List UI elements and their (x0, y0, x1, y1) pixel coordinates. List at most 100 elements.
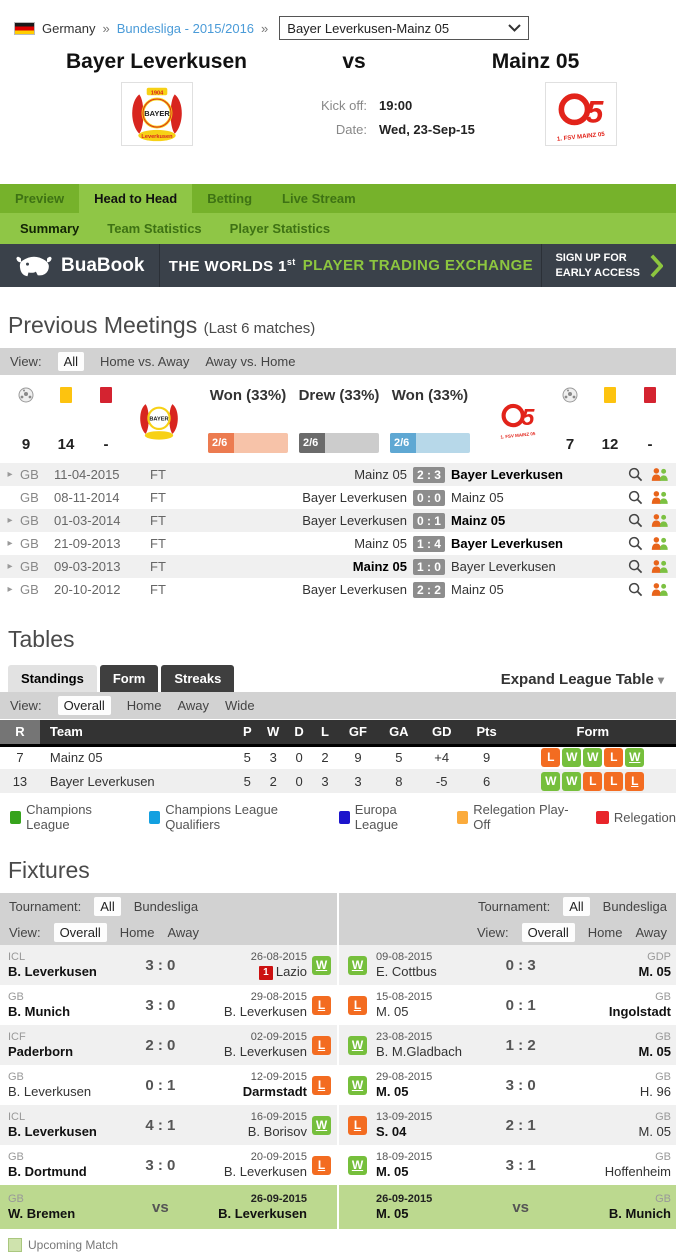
standings-row[interactable]: 13 Bayer Leverkusen 5 2 0 3 3 8 -5 6 W W L L L (0, 769, 676, 793)
subtab-summary[interactable]: Summary (20, 221, 80, 236)
fixture-row[interactable]: GB B. Dortmund 3 : 0 20-09-2015 B. Leverkuse… (0, 1145, 337, 1185)
fixture-date: 26-09-2015 (376, 1192, 433, 1205)
expand-arrow-icon[interactable]: ▸ (7, 538, 13, 549)
tab-live-stream[interactable]: Live Stream (282, 191, 356, 206)
r-view-option-overall[interactable]: Overall (521, 922, 575, 942)
r-tournament-label: Tournament: (477, 898, 551, 914)
competition-code: GB (20, 467, 39, 482)
fixture-row[interactable]: W 09-08-2015 E. Cottbus 0 : 3 GDP M. 05 (339, 945, 676, 985)
tables-tab-form[interactable]: Form (99, 665, 159, 692)
pm-view-option-away-vs-home[interactable]: Away vs. Home (205, 354, 296, 369)
expand-arrow-icon[interactable]: ▸ (7, 584, 13, 595)
magnifier-icon[interactable] (628, 513, 643, 528)
fixture-team: Darmstadt (242, 1083, 307, 1099)
pm-view-option-all[interactable]: All (57, 352, 85, 371)
tables-view-option-away[interactable]: Away (177, 698, 209, 713)
tab-preview[interactable]: Preview (15, 191, 65, 206)
svg-text:5: 5 (585, 93, 604, 129)
pm-view-option-home-vs-away[interactable]: Home vs. Away (100, 354, 190, 369)
fixture-score: 3 : 0 (505, 1076, 536, 1094)
match-select-dropdown[interactable]: Bayer Leverkusen-Mainz 05 (279, 16, 530, 40)
fixture-row[interactable]: L 15-08-2015 M. 05 0 : 1 GB Ingolstadt (339, 985, 676, 1025)
lineups-people-icon[interactable] (650, 490, 670, 505)
legend-champions-league: Champions League (10, 802, 123, 832)
fixture-row[interactable]: 26-09-2015 M. 05 vs GB B. Munich (339, 1185, 676, 1229)
fixture-row[interactable]: GB W. Bremen vs 26-09-2015 B. Leverkusen (0, 1185, 337, 1229)
competition-code: GB (655, 1070, 671, 1083)
meeting-row[interactable]: ▸ GB 11-04-2015 FT Mainz 05 2 : 3 Bayer Leverk… (0, 463, 676, 486)
meeting-row[interactable]: ▸ GB 21-09-2013 FT Mainz 05 1 : 4 Bayer Leverk… (0, 532, 676, 555)
l-tournament-option-all[interactable]: All (94, 896, 121, 916)
result-badge-w: W (625, 748, 645, 768)
magnifier-icon[interactable] (628, 467, 643, 482)
lineups-people-icon[interactable] (650, 536, 670, 551)
standings-row[interactable]: 7 Mainz 05 5 3 0 2 9 5 +4 9 L W W L W (0, 745, 676, 769)
lineups-people-icon[interactable] (650, 582, 670, 597)
fixture-row[interactable]: ICL B. Leverkusen 3 : 0 26-08-2015 1 Lazio W (0, 945, 337, 985)
fixture-row[interactable]: GB B. Munich 3 : 0 29-08-2015 B. Leverkusen L (0, 985, 337, 1025)
magnifier-icon[interactable] (628, 559, 643, 574)
fixture-date: 23-08-2015 (376, 1030, 433, 1043)
fixture-row[interactable]: W 18-09-2015 M. 05 3 : 1 GB Hoffenheim (339, 1145, 676, 1185)
bull-icon (16, 256, 52, 276)
tables-view-option-home[interactable]: Home (126, 698, 162, 713)
competition-code: GB (655, 1150, 671, 1163)
result-badge-l: L (541, 748, 561, 768)
buabook-banner[interactable]: BuaBook THE WORLDS 1st PLAYER TRADING EX… (0, 244, 676, 287)
fixture-row[interactable]: L 13-09-2015 S. 04 2 : 1 GB M. 05 (339, 1105, 676, 1145)
l-tournament-option-bundesliga[interactable]: Bundesliga (133, 898, 199, 914)
meeting-row[interactable]: ▸ GB 20-10-2012 FT Bayer Leverkusen 2 : 2 Main… (0, 578, 676, 601)
fixture-team: M. 05 (376, 1003, 409, 1019)
chevron-down-icon (508, 24, 521, 32)
tables-tab-streaks[interactable]: Streaks (161, 665, 235, 692)
result-badge-l: L (348, 995, 367, 1015)
expand-arrow-icon[interactable]: ▸ (7, 515, 13, 526)
fixture-row[interactable]: ICF Paderborn 2 : 0 02-09-2015 B. Leverkusen… (0, 1025, 337, 1065)
fixture-row[interactable]: GB B. Leverkusen 0 : 1 12-09-2015 Darmstadt L (0, 1065, 337, 1105)
subtab-team-statistics[interactable]: Team Statistics (107, 221, 202, 236)
away-yellow-cards-stat: 12 (590, 387, 630, 453)
banner-signup-cta[interactable]: SIGN UP FOR EARLY ACCESS (541, 244, 676, 287)
home-team: Mainz 05 (354, 467, 407, 482)
expand-arrow-icon[interactable]: ▸ (7, 561, 13, 572)
meeting-row[interactable]: GB 08-11-2014 FT Bayer Leverkusen 0 : 0 Mainz… (0, 486, 676, 509)
fixture-row[interactable]: W 23-08-2015 B. M.Gladbach 1 : 2 GB M. 05 (339, 1025, 676, 1065)
tables-view-option-wide[interactable]: Wide (225, 698, 255, 713)
legend-europa-league: Europa League (338, 802, 431, 832)
fixture-row[interactable]: ICL B. Leverkusen 4 : 1 16-09-2015 B. Boriso… (0, 1105, 337, 1145)
r-tournament-option-all[interactable]: All (563, 896, 590, 916)
fixture-date: 20-09-2015 (250, 1150, 307, 1163)
result-badge-l: L (312, 1075, 331, 1095)
magnifier-icon[interactable] (628, 536, 643, 551)
result-badge-w: W (312, 1115, 331, 1135)
tab-betting[interactable]: Betting (207, 191, 253, 206)
magnifier-icon[interactable] (628, 490, 643, 505)
expand-arrow-icon[interactable]: ▸ (7, 469, 13, 480)
match-status: FT (150, 536, 166, 551)
tables-tab-standings[interactable]: Standings (8, 665, 97, 692)
l-view-option-home[interactable]: Home (119, 924, 155, 940)
subtab-player-statistics[interactable]: Player Statistics (229, 221, 331, 236)
lineups-people-icon[interactable] (650, 467, 670, 482)
magnifier-icon[interactable] (628, 582, 643, 597)
r-view-option-away[interactable]: Away (635, 924, 667, 940)
r-view-option-home[interactable]: Home (587, 924, 623, 940)
meeting-row[interactable]: ▸ GB 09-03-2013 FT Mainz 05 1 : 0 Bayer Leverk… (0, 555, 676, 578)
l-view-option-overall[interactable]: Overall (53, 922, 107, 942)
expand-league-table[interactable]: Expand League Table ▾ (500, 671, 664, 688)
breadcrumb-league-link[interactable]: Bundesliga - 2015/2016 (116, 20, 255, 36)
home-team-name: Bayer Leverkusen (66, 50, 247, 73)
tables-view-bar: View: Overall Home Away Wide (0, 692, 676, 719)
fixture-row[interactable]: W 29-08-2015 M. 05 3 : 0 GB H. 96 (339, 1065, 676, 1105)
fixtures-title: Fixtures (8, 857, 90, 883)
meeting-row[interactable]: ▸ GB 01-03-2014 FT Bayer Leverkusen 0 : 1 Main… (0, 509, 676, 532)
tab-head-to-head[interactable]: Head to Head (79, 184, 193, 213)
lineups-people-icon[interactable] (650, 513, 670, 528)
fixture-date: 16-09-2015 (250, 1110, 307, 1123)
r-tournament-option-bundesliga[interactable]: Bundesliga (602, 898, 667, 914)
fixture-team: Paderborn (8, 1043, 74, 1059)
l-view-option-away[interactable]: Away (167, 924, 199, 940)
lineups-people-icon[interactable] (650, 559, 670, 574)
tables-view-option-overall[interactable]: Overall (57, 696, 111, 715)
match-info: 1904 BAYER Leverkusen Kick off: 19:00 Da… (0, 74, 676, 170)
